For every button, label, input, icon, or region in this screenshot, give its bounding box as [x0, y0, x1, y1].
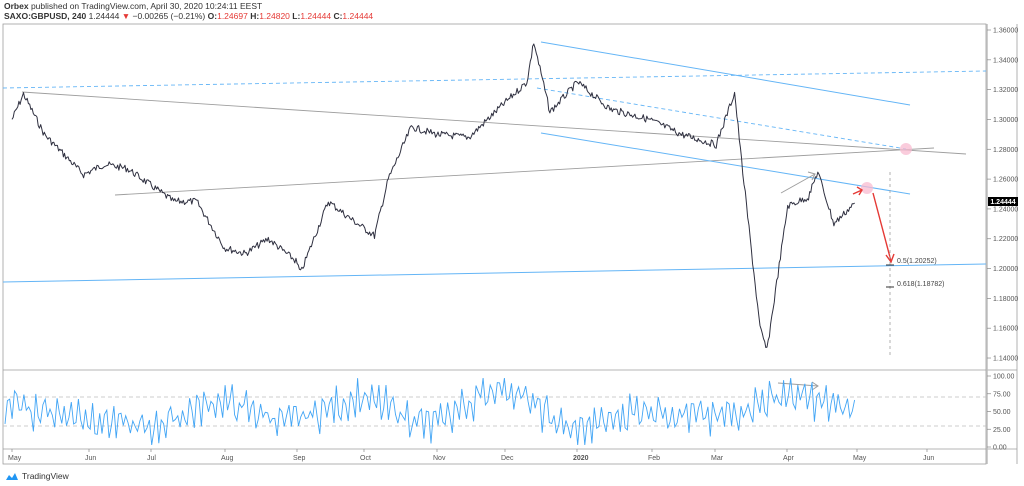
- gray-support-line[interactable]: [114, 147, 935, 196]
- symbol-label[interactable]: SAXO:GBPUSD, 240: [4, 11, 87, 21]
- last-price: 1.24444: [88, 11, 120, 21]
- fib-level-0.618-label: 0.618(1.18782): [897, 281, 944, 288]
- time-tick-label: Mar: [711, 455, 724, 462]
- highlight-circle[interactable]: [861, 182, 873, 194]
- time-tick-label: Sep: [293, 455, 306, 462]
- price-tick-label: 1.18000: [993, 296, 1018, 303]
- close-value: 1.24444: [342, 11, 374, 21]
- oscillator-axis[interactable]: 100.00 75.00 50.00 25.00 0.00: [987, 374, 1015, 452]
- blue-long-support-line[interactable]: [2, 263, 987, 283]
- blue-dashed-upper-line[interactable]: [2, 70, 987, 89]
- time-tick-label: May: [8, 455, 22, 462]
- high-value: 1.24820: [259, 11, 290, 21]
- open-label: O:: [207, 11, 218, 21]
- gray-resistance-line[interactable]: [21, 91, 967, 155]
- price-tick-label: 1.22000: [993, 236, 1018, 243]
- price-change: −0.00265 (−0.21%): [132, 11, 206, 21]
- time-tick-label: Nov: [433, 455, 446, 462]
- price-series[interactable]: [11, 43, 855, 348]
- fib-level-0.5-label: 0.5(1.20252): [897, 258, 937, 265]
- low-label: L:: [292, 11, 301, 21]
- price-tick-label: 1.28000: [993, 147, 1018, 154]
- time-tick-label: Feb: [648, 455, 660, 462]
- publisher-name[interactable]: Orbex: [4, 1, 29, 11]
- publish-info: Orbex published on TradingView.com, Apri…: [4, 1, 373, 11]
- high-label: H:: [250, 11, 260, 21]
- price-tick-label: 1.32000: [993, 87, 1018, 94]
- svg-text:1.24444: 1.24444: [990, 199, 1015, 206]
- open-value: 1.24697: [217, 11, 248, 21]
- time-tick-label: Jun: [923, 455, 934, 462]
- price-axis[interactable]: 1.36000 1.34000 1.32000 1.30000 1.28000 1.260…: [987, 28, 1018, 363]
- time-axis[interactable]: May Jun Jul Aug Sep Oct Nov Dec 2020 Feb Mar Apr May…: [8, 449, 934, 462]
- price-tick-label: 1.30000: [993, 117, 1018, 124]
- time-tick-label: Apr: [783, 455, 795, 462]
- price-tick-label: 1.34000: [993, 57, 1018, 64]
- brand-name: TradingView: [22, 471, 69, 481]
- time-tick-label: Jul: [147, 455, 156, 462]
- blue-channel-lower-line[interactable]: [540, 132, 911, 195]
- low-value: 1.24444: [300, 11, 332, 21]
- tradingview-cloud-logo-icon: [6, 472, 18, 480]
- oscillator-tick-label: 50.00: [993, 409, 1011, 416]
- oscillator-tick-label: 100.00: [993, 374, 1015, 381]
- price-divergence-arrow[interactable]: [780, 171, 816, 194]
- price-tick-label: 1.16000: [993, 326, 1018, 333]
- oscillator-tick-label: 75.00: [993, 391, 1011, 398]
- price-tick-label: 1.20000: [993, 266, 1018, 273]
- oscillator-tick-label: 25.00: [993, 427, 1011, 434]
- oscillator-series[interactable]: [4, 378, 856, 445]
- tradingview-logo[interactable]: TradingView: [5, 471, 69, 481]
- triangle-down-icon: ▼: [121, 11, 131, 21]
- current-price-label: 1.24444: [988, 197, 1018, 206]
- chart-frame: [2, 23, 987, 465]
- price-tick-label: 1.14000: [993, 356, 1018, 363]
- time-tick-label: May: [853, 455, 867, 462]
- time-tick-label: Oct: [360, 455, 371, 462]
- oscillator-tick-label: 0.00: [993, 445, 1007, 452]
- published-text: published on TradingView.com, April 30, …: [30, 1, 263, 11]
- trendlines[interactable]: [2, 41, 987, 283]
- price-tick-label: 1.26000: [993, 177, 1018, 184]
- projection-arrow[interactable]: [852, 186, 895, 264]
- price-tick-label: 1.36000: [993, 28, 1018, 35]
- time-tick-label: Jun: [85, 455, 96, 462]
- time-tick-label: Dec: [501, 455, 514, 462]
- ohlc-legend: SAXO:GBPUSD, 240 1.24444 ▼ −0.00265 (−0.…: [4, 11, 373, 21]
- highlight-circle[interactable]: [900, 143, 912, 155]
- price-tick-label: 1.24000: [993, 206, 1018, 213]
- close-label: C:: [333, 11, 343, 21]
- fib-projection[interactable]: 0.5(1.20252) 0.618(1.18782): [886, 172, 944, 358]
- chart-header: Orbex published on TradingView.com, Apri…: [4, 1, 373, 21]
- blue-dashed-mid-line[interactable]: [536, 87, 907, 150]
- time-tick-label: Aug: [221, 455, 234, 462]
- blue-channel-upper-line[interactable]: [540, 41, 911, 106]
- time-tick-label: 2020: [573, 455, 589, 462]
